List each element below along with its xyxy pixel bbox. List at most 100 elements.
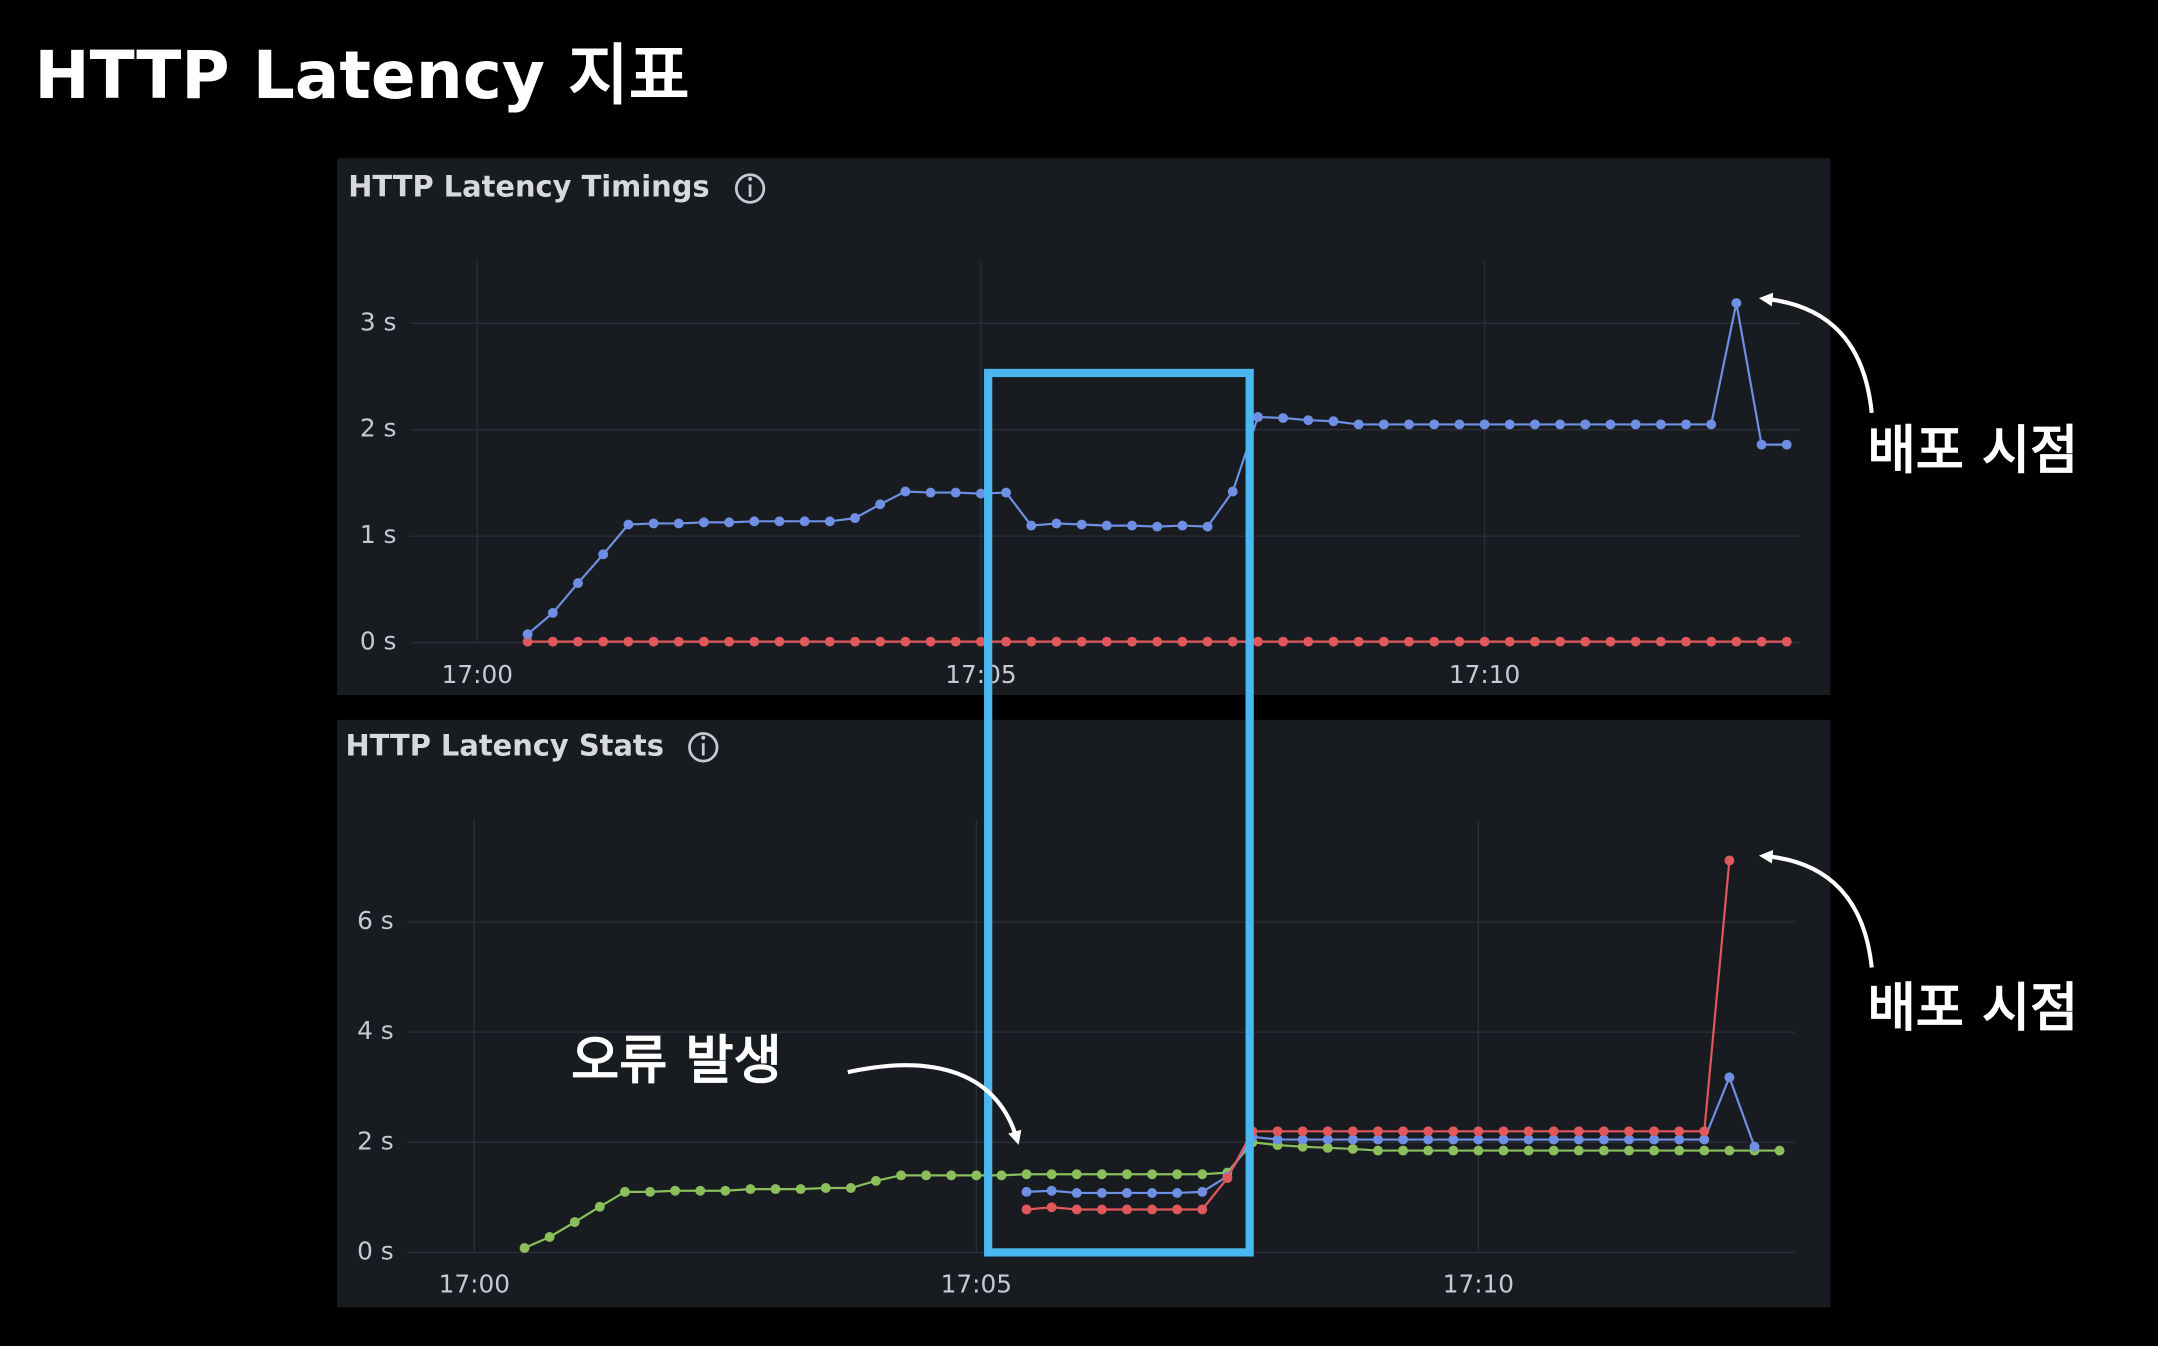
data-point (1580, 636, 1591, 647)
data-point (619, 1186, 630, 1197)
plots: 0 s 1 s 2 s 3 s 17:00 17:05 17:10 0 s 2 s 4 s 6 s 1… (357, 261, 1801, 1298)
data-point (1353, 636, 1364, 647)
data-point (1373, 1126, 1383, 1137)
data-point (875, 499, 886, 510)
data-point (1122, 1169, 1132, 1180)
data-point (1598, 1145, 1609, 1156)
data-point (975, 636, 986, 647)
data-point (1147, 1204, 1158, 1215)
data-point (770, 1184, 781, 1195)
data-point (1498, 1126, 1509, 1137)
data-point (1227, 486, 1238, 497)
data-point (1630, 419, 1641, 430)
data-point (1404, 636, 1414, 647)
data-point (1624, 1145, 1634, 1156)
data-point (1429, 636, 1440, 647)
data-point (1448, 1145, 1459, 1156)
y-tick-label: 0 s (360, 627, 397, 656)
data-point (1624, 1134, 1634, 1145)
data-point (1172, 1169, 1183, 1180)
data-point (1026, 520, 1037, 531)
data-point (1573, 1126, 1584, 1137)
x-tick-label: 17:00 (439, 1269, 510, 1298)
data-point (1731, 298, 1742, 308)
data-point (850, 636, 860, 647)
arrow (847, 1063, 1022, 1145)
data-point (921, 1170, 932, 1181)
data-point (698, 636, 709, 647)
data-point (1051, 636, 1062, 647)
data-point (774, 516, 785, 527)
data-point (946, 1170, 957, 1181)
data-point (573, 578, 583, 589)
data-point (1605, 636, 1616, 647)
page-title: HTTP Latency 지표 (34, 37, 689, 114)
data-point (1681, 419, 1691, 430)
data-point (1021, 1169, 1032, 1180)
data-point (850, 513, 860, 524)
data-point (1454, 419, 1465, 430)
data-point (1756, 439, 1767, 450)
data-point (1252, 412, 1263, 422)
data-point (1071, 1169, 1082, 1180)
data-point (1172, 1204, 1183, 1215)
data-point (1423, 1145, 1434, 1156)
panel-title: HTTP Latency Stats (345, 728, 664, 762)
x-tick-label: 17:10 (1449, 660, 1520, 689)
data-point (1681, 636, 1691, 647)
data-point (1423, 1126, 1434, 1137)
data-point (1046, 1185, 1057, 1196)
data-point (1347, 1143, 1358, 1154)
data-point (975, 488, 986, 499)
data-point (598, 549, 609, 560)
data-point (1101, 520, 1112, 531)
data-point (1473, 1126, 1484, 1137)
data-point (1756, 636, 1767, 647)
data-point (1001, 487, 1012, 498)
data-point (1548, 1126, 1559, 1137)
annotation: 배포 시점 (1868, 978, 2079, 1039)
arrow (1758, 849, 1874, 968)
data-point (1573, 1145, 1584, 1156)
data-point (1303, 415, 1314, 426)
data-point (623, 519, 634, 530)
data-point (724, 517, 735, 528)
data-point (1649, 1145, 1660, 1156)
data-point (698, 517, 709, 528)
data-point (1479, 636, 1490, 647)
data-point (1197, 1169, 1208, 1180)
data-point (1373, 1145, 1383, 1156)
data-point (1096, 1169, 1107, 1180)
data-point (1674, 1145, 1685, 1156)
highlight-box (984, 368, 1254, 1257)
data-point (795, 1184, 806, 1195)
data-point (1297, 1126, 1308, 1137)
data-point (623, 636, 634, 647)
data-point (1498, 1134, 1509, 1145)
annotation: 오류 발생 (571, 1030, 782, 1091)
data-point (1706, 636, 1717, 647)
data-point (1749, 1141, 1760, 1152)
data-point (598, 636, 609, 647)
info-icon[interactable] (688, 732, 719, 763)
data-point (845, 1183, 856, 1193)
data-point (645, 1186, 655, 1197)
data-point (1147, 1188, 1158, 1198)
data-point (799, 516, 810, 527)
data-point (875, 636, 886, 647)
data-point (1699, 1126, 1710, 1137)
data-point (1076, 636, 1087, 647)
y-tick-label: 2 s (357, 1126, 394, 1155)
info-icon[interactable] (734, 173, 766, 204)
data-point (1454, 636, 1465, 647)
data-point (1548, 1145, 1559, 1156)
y-tick-label: 3 s (360, 307, 397, 336)
data-point (1529, 636, 1540, 647)
data-point (1655, 636, 1666, 647)
data-point (1598, 1134, 1609, 1145)
data-point (1378, 636, 1389, 647)
data-point (1398, 1134, 1409, 1145)
data-point (1152, 636, 1163, 647)
data-point (1328, 416, 1339, 427)
data-point (1555, 636, 1566, 647)
